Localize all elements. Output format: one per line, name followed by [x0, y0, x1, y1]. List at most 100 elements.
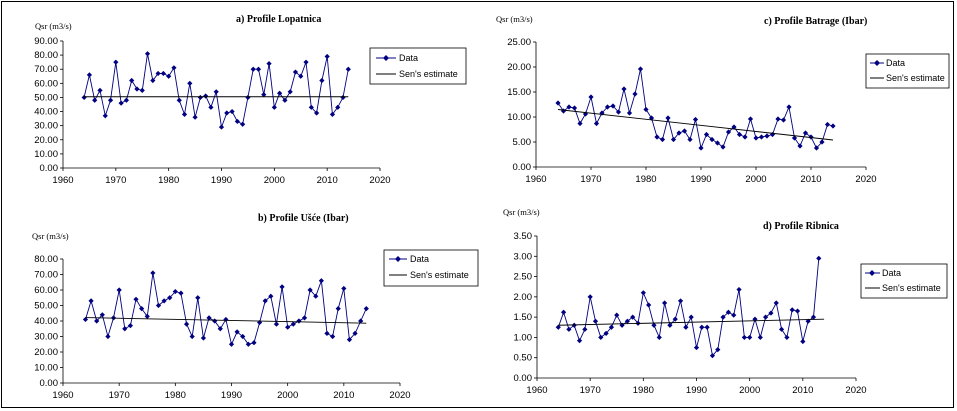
data-point	[703, 131, 710, 138]
data-point	[830, 123, 836, 129]
sens-estimate-line	[85, 317, 367, 324]
data-point	[709, 136, 715, 143]
sens-estimate-line	[557, 109, 834, 141]
data-point	[808, 134, 814, 140]
data-point	[662, 300, 668, 306]
data-point	[229, 108, 235, 115]
data-point	[688, 314, 694, 320]
data-point	[234, 329, 240, 335]
data-point	[599, 110, 605, 116]
data-point	[699, 324, 705, 330]
data-point	[290, 321, 296, 327]
data-point	[250, 66, 256, 72]
data-point	[654, 134, 660, 140]
chart-title: b) Profile Ušće (Ibar)	[258, 213, 349, 224]
y-tick-label: 70.00	[34, 64, 58, 75]
data-point	[88, 298, 94, 304]
data-point	[266, 60, 272, 67]
data-point	[208, 104, 214, 110]
y-tick-label: 0.00	[513, 162, 532, 173]
data-point	[251, 340, 257, 346]
x-tick-label: 1980	[158, 175, 179, 186]
legend: Data Sen's estimate	[383, 249, 479, 287]
x-tick-label: 1980	[165, 390, 186, 401]
plot-area: 0.00 0.50 1.00 1.50 2.00 2.50 3.00 3.50 1960 1970…	[514, 231, 867, 396]
y-tick-label: 25.00	[507, 37, 531, 48]
data-point	[176, 97, 182, 103]
y-tick-label: 2.50	[514, 272, 533, 283]
data-point	[731, 312, 737, 318]
data-point	[127, 323, 133, 329]
data-point	[301, 315, 308, 321]
data-point	[582, 326, 588, 332]
data-point	[651, 322, 657, 328]
data-point	[640, 290, 646, 296]
data-point	[167, 295, 173, 301]
data-point	[731, 124, 737, 130]
data-point	[200, 335, 207, 341]
x-tick-label: 2000	[739, 385, 760, 396]
y-tick-label: 50.00	[34, 92, 58, 103]
data-point	[763, 314, 769, 320]
x-tick-label: 2000	[745, 174, 766, 185]
y-tick-label: 20.00	[34, 347, 58, 358]
y-axis-label: Qsr (m3/s)	[32, 231, 69, 241]
data-point	[648, 115, 655, 121]
data-point	[213, 89, 219, 95]
data-point	[155, 70, 161, 77]
data-point	[150, 270, 156, 276]
x-tick-label: 2010	[333, 390, 354, 401]
y-tick-label: 10.00	[34, 149, 58, 160]
x-tick-label: 1960	[526, 385, 547, 396]
data-point	[715, 347, 721, 353]
data-point	[714, 140, 721, 146]
data-point	[757, 334, 763, 341]
y-tick-label: 10.00	[507, 112, 531, 123]
data-point	[747, 334, 753, 341]
data-point	[107, 97, 114, 103]
data-point	[150, 77, 156, 84]
data-point	[693, 344, 700, 351]
legend-data-marker	[395, 256, 401, 262]
data-point	[335, 306, 341, 312]
data-point	[217, 326, 223, 332]
legend-trend-label: Sen's estimate	[399, 69, 458, 79]
data-point	[161, 298, 167, 304]
y-tick-label: 90.00	[34, 36, 58, 47]
data-point	[189, 333, 195, 340]
y-tick-label: 80.00	[34, 50, 58, 61]
y-tick-label: 2.00	[514, 292, 533, 303]
data-point	[614, 312, 620, 318]
x-tick-label: 1960	[52, 390, 73, 401]
y-tick-label: 0.00	[514, 373, 533, 384]
data-point	[593, 120, 600, 127]
data-point	[810, 314, 817, 320]
data-point	[187, 80, 193, 86]
data-point	[725, 309, 731, 315]
data-point	[144, 51, 151, 57]
data-point	[603, 330, 609, 336]
data-point	[816, 255, 822, 261]
data-point	[813, 145, 820, 151]
data-point	[778, 326, 785, 332]
y-tick-label: 10.00	[34, 363, 58, 374]
data-point	[598, 334, 604, 341]
legend-data-marker	[874, 60, 880, 66]
data-point	[313, 293, 319, 299]
data-point	[171, 65, 177, 71]
data-point	[318, 278, 324, 284]
data-point	[341, 285, 347, 292]
data-point	[720, 314, 726, 320]
data-point	[330, 333, 336, 340]
data-point	[363, 306, 369, 312]
data-point	[346, 337, 353, 343]
data-point	[676, 130, 682, 136]
data-point	[245, 94, 251, 101]
data-point	[677, 298, 684, 304]
y-tick-label: 30.00	[34, 121, 58, 132]
y-tick-label: 50.00	[34, 301, 58, 312]
data-point	[218, 124, 225, 130]
data-point	[279, 284, 285, 290]
data-point	[670, 136, 677, 143]
legend-data-marker	[869, 270, 875, 276]
